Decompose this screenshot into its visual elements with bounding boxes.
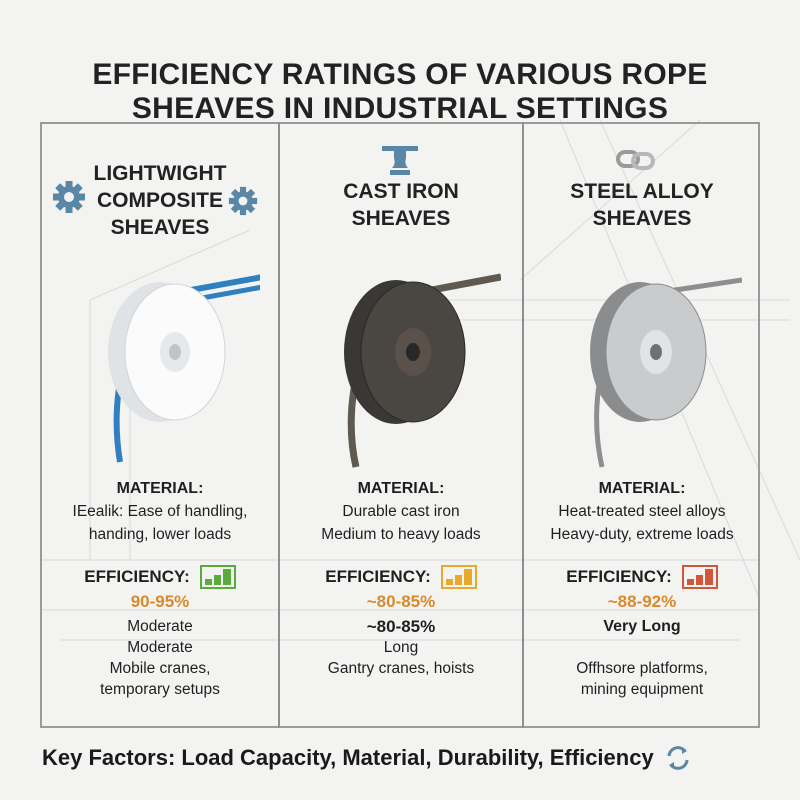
material-text: Heat-treated steel alloys xyxy=(558,503,726,520)
heading-line: STEEL ALLOY xyxy=(570,180,714,203)
footer-text: Key Factors: Load Capacity, Material, Du… xyxy=(42,745,654,770)
chain-link-icon xyxy=(616,150,655,170)
material-text: Medium to heavy loads xyxy=(321,526,481,543)
material-label: MATERIAL: xyxy=(598,480,686,497)
detail-text: Long xyxy=(383,639,419,656)
refresh-cycle-icon xyxy=(667,746,689,770)
bar-chart-icon xyxy=(440,565,477,589)
steel-sheave-image xyxy=(590,277,742,468)
column-composite: LIGHTWIGHT COMPOSITE SHEAVES MATERIAL: I… xyxy=(42,122,278,728)
gear-icon xyxy=(52,180,86,214)
bar-chart-icon xyxy=(199,565,236,589)
column-cast-iron: CAST IRON SHEAVES MATERIAL: Durable cast… xyxy=(280,122,522,728)
comparison-panel xyxy=(40,122,760,728)
heading-line: CAST IRON xyxy=(343,180,459,203)
detail-spacer xyxy=(524,637,760,658)
detail-text: Mobile cranes, xyxy=(109,660,211,677)
detail-text: Moderate xyxy=(127,618,193,635)
material-label: MATERIAL: xyxy=(357,480,445,497)
detail-text: Offhsore platforms, xyxy=(576,660,708,677)
title-line-1: EFFICIENCY RATINGS OF VARIOUS ROPE xyxy=(92,58,708,91)
detail-text: Very Long xyxy=(603,618,681,635)
cast-iron-sheave-image xyxy=(344,273,501,468)
detail-text: temporary setups xyxy=(100,681,220,698)
column-divider xyxy=(278,122,280,728)
bar-chart-icon xyxy=(681,565,718,589)
efficiency-value: ~80-85% xyxy=(366,592,436,611)
material-text: handing, lower loads xyxy=(88,526,232,543)
efficiency-label: EFFICIENCY: xyxy=(566,567,672,586)
page-title: EFFICIENCY RATINGS OF VARIOUS ROPE SHEAV… xyxy=(0,58,800,126)
heading-line: SHEAVES xyxy=(592,207,692,230)
column-steel-alloy: STEEL ALLOY SHEAVES MATERIAL: Heat-treat… xyxy=(524,122,760,728)
anvil-icon xyxy=(382,146,418,175)
title-line-2: SHEAVES IN INDUSTRIAL SETTINGS xyxy=(131,92,669,125)
efficiency-value: ~88-92% xyxy=(607,592,677,611)
heading-line: SHEAVES xyxy=(351,207,451,230)
footer: Key Factors: Load Capacity, Material, Du… xyxy=(42,744,692,772)
material-text: IEealik: Ease of handling, xyxy=(72,503,248,520)
heading-line: LIGHTWIGHT xyxy=(93,162,227,185)
composite-sheave-image xyxy=(108,274,260,463)
detail-text: mining equipment xyxy=(580,681,704,698)
heading-line: COMPOSITE xyxy=(96,189,223,212)
gear-icon xyxy=(228,186,258,216)
material-label: MATERIAL: xyxy=(116,480,204,497)
detail-text: Moderate xyxy=(127,639,193,656)
column-divider xyxy=(522,122,524,728)
detail-text: Gantry cranes, hoists xyxy=(327,660,475,677)
efficiency-label: EFFICIENCY: xyxy=(325,567,431,586)
material-text: Durable cast iron xyxy=(342,503,460,520)
detail-text: ~80-85% xyxy=(366,617,436,636)
efficiency-label: EFFICIENCY: xyxy=(84,567,190,586)
heading-line: SHEAVES xyxy=(110,216,210,239)
efficiency-value: 90-95% xyxy=(130,592,190,611)
material-text: Heavy-duty, extreme loads xyxy=(550,526,734,543)
